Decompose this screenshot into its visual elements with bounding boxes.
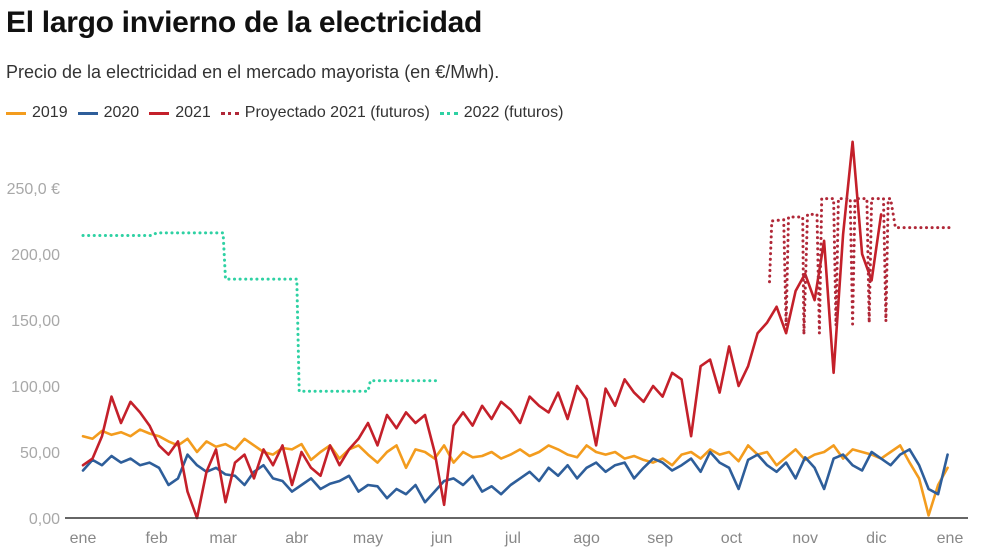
legend-swatch-2019 (6, 111, 26, 115)
y-tick-label: 250,0 € (7, 181, 60, 198)
y-tick-label: 50,00 (20, 445, 60, 462)
legend-swatch-2020 (77, 111, 98, 115)
legend-label-2021: 2021 (175, 104, 211, 121)
x-tick-label: jul (504, 530, 521, 547)
legend-label-2022-futures: 2022 (futuros) (463, 104, 564, 121)
series-line-proyectado-2021-futuros (768, 197, 952, 336)
x-tick-label: oct (721, 530, 743, 547)
legend: 2019 2020 2021 Proyectado 2021 (futuros)… (6, 104, 573, 122)
x-tick-label: may (353, 530, 383, 547)
series-line-2020 (81, 448, 949, 504)
x-tick-label: nov (792, 530, 818, 547)
legend-swatch-2022-futures (439, 111, 458, 115)
x-tick-label: mar (209, 530, 237, 547)
legend-label-2020: 2020 (103, 104, 140, 121)
x-tick-label: jun (430, 530, 452, 547)
x-tick-label: abr (285, 530, 309, 547)
legend-label-2019: 2019 (32, 104, 68, 121)
x-tick-label: sep (647, 530, 673, 547)
x-tick-label: ago (573, 530, 600, 547)
legend-item-projected-2021: Proyectado 2021 (futuros) (220, 104, 430, 122)
y-tick-label: 100,00 (11, 379, 60, 396)
series-line-2022-futuros (81, 231, 441, 393)
legend-swatch-2021 (149, 111, 170, 115)
y-tick-label: 150,00 (11, 313, 60, 330)
legend-label-projected-2021: Proyectado 2021 (futuros) (244, 104, 430, 121)
chart-title: El largo invierno de la electricidad (6, 6, 483, 39)
x-tick-label: ene (937, 530, 964, 547)
legend-item-2022-futures: 2022 (futuros) (439, 104, 564, 122)
x-tick-label: dic (866, 530, 886, 547)
series-layer (81, 140, 952, 520)
series-line-2021 (81, 140, 883, 520)
x-tick-label: feb (146, 530, 168, 547)
chart-subtitle: Precio de la electricidad en el mercado … (6, 62, 500, 82)
y-tick-label: 0,00 (29, 511, 60, 528)
y-tick-label: 200,00 (11, 247, 60, 264)
legend-swatch-projected-2021 (220, 111, 239, 115)
legend-item-2020: 2020 (77, 104, 140, 122)
legend-item-2019: 2019 (6, 104, 68, 122)
legend-item-2021: 2021 (149, 104, 211, 122)
x-tick-label: ene (70, 530, 97, 547)
x-axis: ene feb mar abr may jun jul ago sep oct nov dic ene (70, 530, 964, 547)
y-axis: 0,00 50,00 100,00 150,00 200,00 250,0 € (7, 181, 60, 528)
